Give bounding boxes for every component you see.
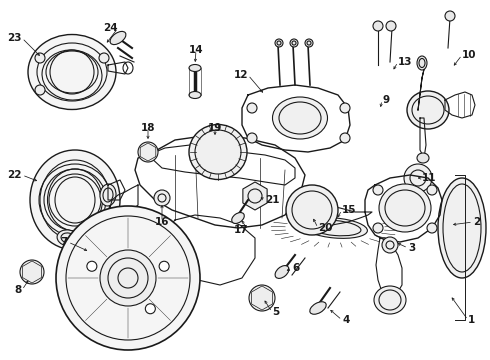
Text: 13: 13 xyxy=(398,57,413,67)
Polygon shape xyxy=(243,182,267,210)
Circle shape xyxy=(340,103,350,113)
Ellipse shape xyxy=(232,212,245,224)
Ellipse shape xyxy=(189,91,201,99)
Text: 12: 12 xyxy=(234,70,248,80)
Text: 21: 21 xyxy=(265,195,279,205)
Circle shape xyxy=(247,133,257,143)
Ellipse shape xyxy=(310,302,326,314)
Circle shape xyxy=(100,250,156,306)
Circle shape xyxy=(56,206,200,350)
Circle shape xyxy=(99,53,109,63)
Ellipse shape xyxy=(189,64,201,72)
Text: 20: 20 xyxy=(318,223,333,233)
Circle shape xyxy=(382,237,398,253)
Circle shape xyxy=(427,223,437,233)
Circle shape xyxy=(290,39,298,47)
Ellipse shape xyxy=(57,230,79,246)
Ellipse shape xyxy=(407,91,449,129)
Ellipse shape xyxy=(189,125,247,180)
Circle shape xyxy=(159,261,169,271)
Polygon shape xyxy=(251,286,272,310)
Circle shape xyxy=(445,11,455,21)
Text: 4: 4 xyxy=(342,315,349,325)
Text: 1: 1 xyxy=(468,315,475,325)
Text: 5: 5 xyxy=(272,307,279,317)
Circle shape xyxy=(386,21,396,31)
Ellipse shape xyxy=(100,184,116,206)
Ellipse shape xyxy=(286,185,338,235)
Text: 2: 2 xyxy=(473,217,480,227)
Polygon shape xyxy=(140,143,156,161)
Ellipse shape xyxy=(417,153,429,163)
Circle shape xyxy=(138,142,158,162)
Circle shape xyxy=(20,260,44,284)
Text: 24: 24 xyxy=(103,23,118,33)
Circle shape xyxy=(249,285,275,311)
Ellipse shape xyxy=(275,266,289,278)
Text: 18: 18 xyxy=(141,123,155,133)
Text: 11: 11 xyxy=(422,173,437,183)
Text: 3: 3 xyxy=(408,243,415,253)
Circle shape xyxy=(146,304,155,314)
Ellipse shape xyxy=(438,178,486,278)
Ellipse shape xyxy=(30,150,120,250)
Circle shape xyxy=(427,185,437,195)
Circle shape xyxy=(404,164,432,192)
Circle shape xyxy=(373,21,383,31)
Circle shape xyxy=(275,39,283,47)
Text: 22: 22 xyxy=(7,170,22,180)
Text: 15: 15 xyxy=(342,205,357,215)
Text: 7: 7 xyxy=(61,237,68,247)
Circle shape xyxy=(35,85,45,95)
Text: 23: 23 xyxy=(7,33,22,43)
Ellipse shape xyxy=(379,184,431,232)
Text: 19: 19 xyxy=(208,123,222,133)
Ellipse shape xyxy=(272,97,327,139)
Text: 6: 6 xyxy=(292,263,299,273)
Circle shape xyxy=(373,223,383,233)
Circle shape xyxy=(305,39,313,47)
Text: 9: 9 xyxy=(382,95,389,105)
Text: 8: 8 xyxy=(15,285,22,295)
Circle shape xyxy=(87,261,97,271)
Text: 10: 10 xyxy=(462,50,476,60)
Circle shape xyxy=(373,185,383,195)
Circle shape xyxy=(35,53,45,63)
Circle shape xyxy=(247,103,257,113)
Polygon shape xyxy=(23,261,42,283)
Text: 17: 17 xyxy=(233,225,248,235)
Circle shape xyxy=(154,190,170,206)
Ellipse shape xyxy=(417,56,427,70)
Circle shape xyxy=(340,133,350,143)
Ellipse shape xyxy=(374,286,406,314)
Text: 16: 16 xyxy=(155,217,169,227)
Text: 14: 14 xyxy=(189,45,203,55)
Ellipse shape xyxy=(28,35,116,109)
Ellipse shape xyxy=(303,218,368,238)
Ellipse shape xyxy=(110,31,126,45)
